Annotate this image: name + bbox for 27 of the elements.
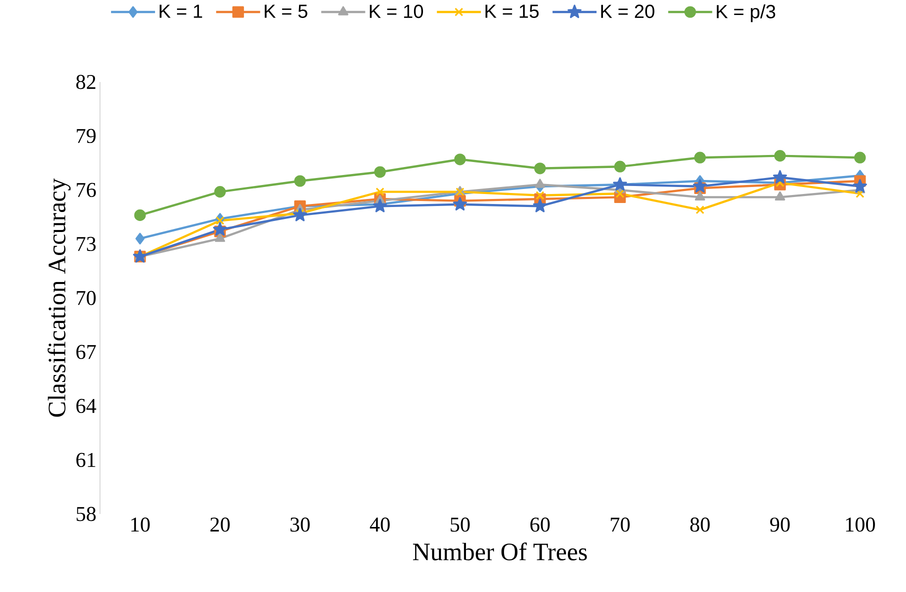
x-tick-label: 50	[450, 518, 470, 532]
y-tick-label: 61	[76, 452, 96, 468]
y-tick-label: 58	[76, 506, 96, 522]
legend-label: K = 15	[486, 4, 539, 18]
y-tick-label: 70	[76, 290, 96, 306]
x-tick-label: 80	[690, 518, 710, 532]
y-axis-title: Classification Accuracy	[48, 178, 71, 417]
y-tick-label: 79	[76, 128, 96, 144]
x-tick-label: 90	[770, 518, 790, 532]
legend-label: K = 5	[264, 4, 308, 18]
x-tick-label: 60	[530, 518, 550, 532]
legend-label: K = 1	[160, 4, 202, 18]
x-tick-label: 20	[210, 518, 230, 532]
y-tick-label: 67	[76, 344, 96, 360]
y-tick-label: 64	[76, 398, 96, 414]
legend-label: K = p/3	[716, 4, 776, 22]
legend-label: K = 10	[370, 4, 424, 18]
x-tick-label: 30	[290, 518, 310, 532]
y-tick-label: 73	[76, 236, 96, 252]
x-tick-label: 10	[131, 518, 150, 532]
legend-label: K = 20	[601, 4, 654, 18]
x-tick-label: 70	[610, 518, 630, 532]
x-tick-label: 40	[370, 518, 390, 532]
y-tick-label: 82	[76, 74, 96, 90]
x-axis-title: Number Of Trees	[413, 542, 587, 560]
y-tick-label: 76	[76, 182, 96, 198]
x-tick-label: 100	[846, 518, 875, 532]
